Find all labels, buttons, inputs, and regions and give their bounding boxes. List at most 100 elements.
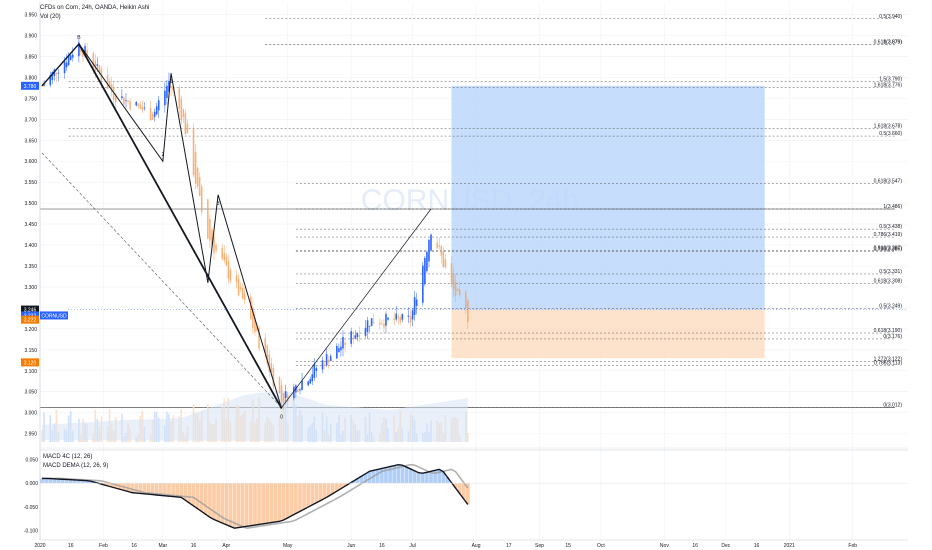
candle-body[interactable]	[172, 87, 174, 91]
candle-body[interactable]	[464, 292, 467, 309]
candle-body[interactable]	[415, 299, 418, 307]
candle-body[interactable]	[178, 88, 181, 109]
candle-body[interactable]	[440, 246, 443, 256]
price-badge[interactable]	[21, 81, 39, 90]
candle-body[interactable]	[252, 307, 254, 328]
candle-body[interactable]	[407, 315, 410, 317]
candle-body[interactable]	[254, 317, 256, 333]
candle-body[interactable]	[168, 80, 170, 92]
candle-body[interactable]	[428, 239, 430, 262]
candle-body[interactable]	[442, 250, 445, 268]
wave-start-line[interactable]	[41, 43, 80, 87]
candle-body[interactable]	[135, 102, 138, 106]
candle-body[interactable]	[184, 113, 187, 135]
candle-body[interactable]	[65, 62, 68, 68]
candle-body[interactable]	[364, 327, 367, 336]
candle-body[interactable]	[256, 324, 258, 331]
candle-body[interactable]	[321, 360, 324, 370]
trend-up-line[interactable]	[281, 208, 432, 408]
candle-body[interactable]	[108, 81, 111, 88]
candle-body[interactable]	[387, 317, 389, 320]
target-zone[interactable]	[451, 85, 765, 310]
candle-body[interactable]	[344, 342, 346, 345]
candle-body[interactable]	[86, 49, 88, 57]
candle-body[interactable]	[383, 323, 385, 328]
candle-body[interactable]	[229, 269, 232, 281]
candle-body[interactable]	[186, 123, 189, 134]
candle-body[interactable]	[307, 381, 309, 386]
candle-body[interactable]	[141, 106, 144, 111]
candle-body[interactable]	[293, 386, 295, 399]
candle-body[interactable]	[381, 323, 383, 325]
candle-body[interactable]	[63, 61, 66, 74]
price-badge[interactable]	[21, 315, 39, 324]
candle-body[interactable]	[57, 72, 60, 74]
candle-body[interactable]	[325, 354, 328, 366]
candle-body[interactable]	[350, 331, 352, 344]
candle-body[interactable]	[49, 75, 52, 86]
candle-body[interactable]	[227, 261, 230, 279]
candle-body[interactable]	[278, 377, 281, 394]
candle-body[interactable]	[422, 265, 424, 303]
candle-body[interactable]	[250, 296, 252, 320]
candles[interactable]	[41, 39, 469, 411]
candle-body[interactable]	[69, 55, 72, 60]
candle-body[interactable]	[121, 96, 123, 99]
candle-body[interactable]	[98, 65, 101, 73]
candle-body[interactable]	[67, 54, 70, 65]
candle-body[interactable]	[192, 128, 195, 176]
candle-body[interactable]	[456, 288, 459, 291]
candle-body[interactable]	[309, 379, 312, 384]
candle-body[interactable]	[342, 336, 344, 349]
price-badge[interactable]	[21, 358, 39, 367]
candle-body[interactable]	[153, 111, 156, 117]
candle-body[interactable]	[82, 50, 84, 57]
candle-body[interactable]	[401, 313, 404, 320]
symbol-tag[interactable]	[40, 311, 68, 320]
candle-body[interactable]	[129, 101, 131, 110]
candle-body[interactable]	[299, 389, 301, 391]
candle-body[interactable]	[182, 109, 185, 118]
candle-body[interactable]	[51, 71, 54, 81]
candle-body[interactable]	[458, 289, 461, 295]
candle-body[interactable]	[258, 327, 260, 349]
candle-body[interactable]	[143, 107, 146, 109]
candle-body[interactable]	[282, 393, 285, 404]
candle-body[interactable]	[221, 247, 224, 259]
candle-body[interactable]	[340, 346, 342, 351]
candle-body[interactable]	[356, 333, 359, 337]
candle-body[interactable]	[409, 316, 412, 323]
candle-body[interactable]	[385, 313, 387, 326]
time-axis[interactable]: 2020 16 Feb 16 Mar 16 Apr May Jun 16 Jul Aug 17 Sep 15…	[34, 539, 908, 549]
candle-body[interactable]	[366, 320, 369, 332]
candle-body[interactable]	[225, 256, 228, 266]
candle-body[interactable]	[395, 313, 398, 320]
candle-body[interactable]	[315, 368, 318, 371]
candle-body[interactable]	[180, 98, 183, 121]
candle-body[interactable]	[213, 237, 215, 253]
candle-body[interactable]	[127, 100, 129, 102]
candle-body[interactable]	[438, 245, 441, 247]
candle-body[interactable]	[96, 64, 99, 66]
candle-body[interactable]	[194, 151, 197, 184]
candle-body[interactable]	[454, 281, 457, 296]
candle-body[interactable]	[237, 278, 240, 296]
stop-zone[interactable]	[451, 309, 765, 359]
candle-body[interactable]	[368, 325, 371, 327]
candle-body[interactable]	[92, 53, 95, 69]
candle-body[interactable]	[426, 251, 428, 272]
macd-pane[interactable]: 0.050 0.000 -0.050 -0.100	[24, 447, 908, 535]
candle-body[interactable]	[137, 103, 140, 106]
candle-body[interactable]	[80, 49, 82, 53]
candle-body[interactable]	[424, 257, 426, 285]
candle-body[interactable]	[313, 363, 316, 378]
candle-body[interactable]	[71, 54, 74, 58]
candle-body[interactable]	[266, 345, 269, 364]
candle-body[interactable]	[166, 85, 168, 98]
candle-body[interactable]	[297, 388, 299, 392]
candle-body[interactable]	[301, 380, 303, 390]
candle-body[interactable]	[329, 356, 332, 361]
candle-body[interactable]	[164, 90, 166, 106]
candle-body[interactable]	[200, 186, 203, 213]
candle-body[interactable]	[280, 385, 283, 402]
